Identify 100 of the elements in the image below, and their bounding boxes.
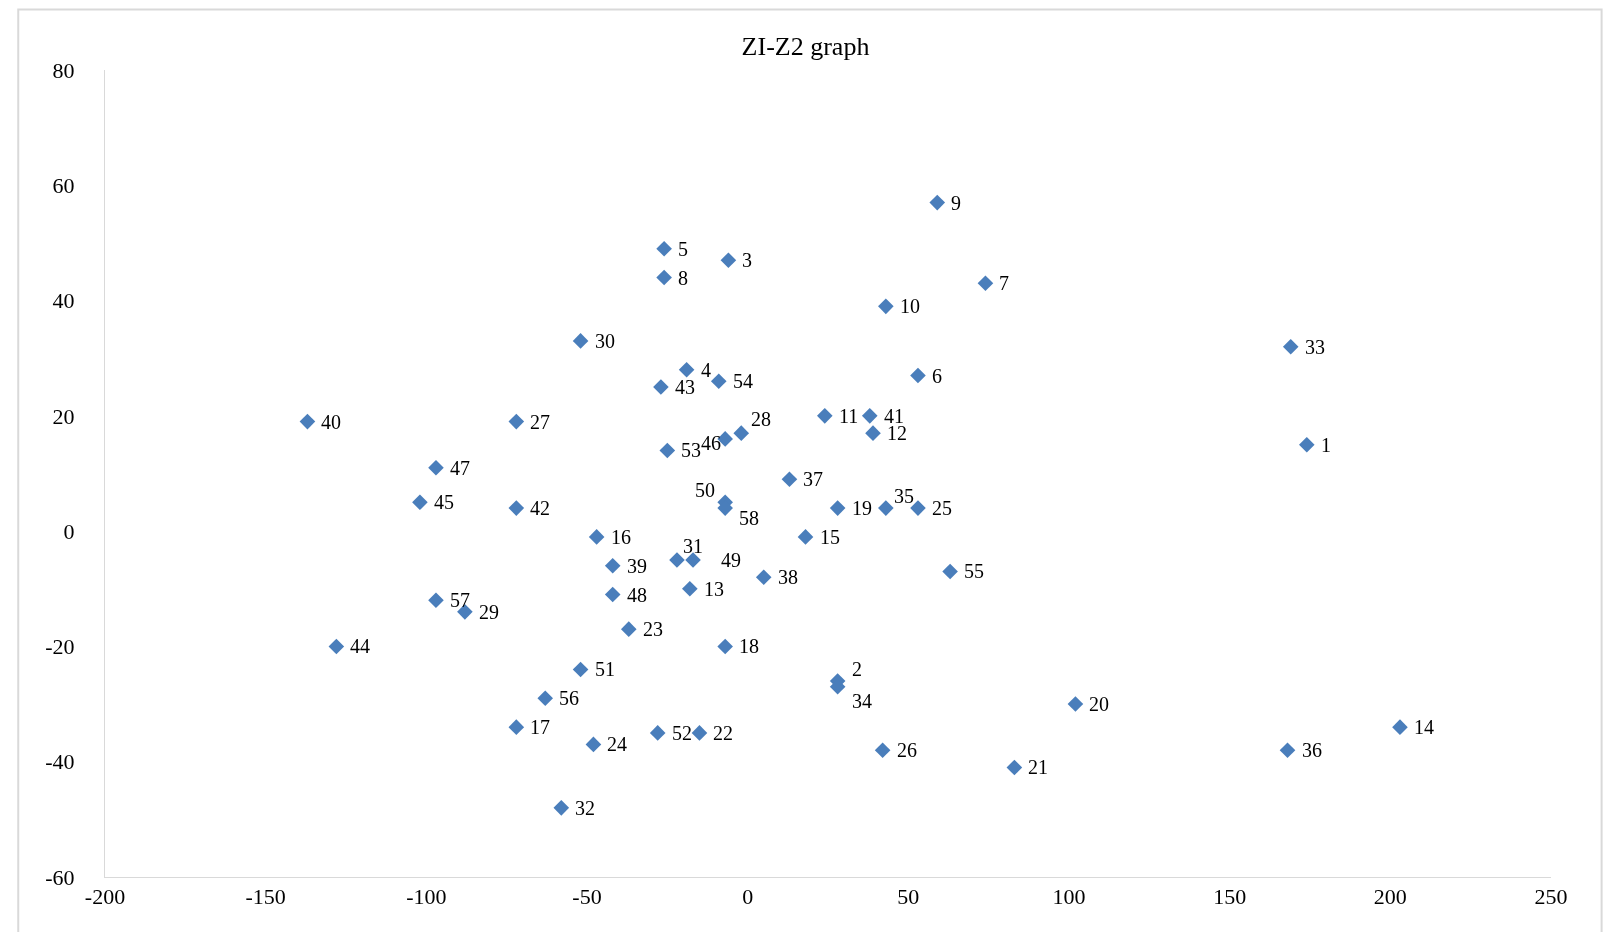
annotation: 10: [900, 295, 920, 317]
chart-title: ZI-Z2 graph: [741, 32, 870, 62]
point: [537, 690, 554, 707]
x-tick-label: -200: [84, 884, 126, 910]
point: [878, 298, 894, 315]
annotation: 33: [1305, 336, 1325, 358]
y-tick-label: 60: [52, 172, 75, 198]
x-tick-label: 50: [897, 884, 920, 910]
point: [604, 586, 621, 603]
y-tick-label: 40: [52, 288, 75, 314]
point: [1298, 436, 1315, 453]
point: [816, 408, 833, 424]
x-tick-label: 150: [1213, 884, 1247, 910]
point: [1279, 742, 1296, 758]
point: [755, 569, 772, 586]
annotation: 1: [1321, 434, 1331, 456]
annotation: 6: [932, 365, 942, 387]
annotation: 13: [704, 578, 724, 600]
point: [585, 736, 602, 753]
y-tick-label: 0: [63, 518, 75, 544]
annotation: 36: [1302, 739, 1322, 761]
y-tick-label: -40: [45, 749, 75, 775]
point: [717, 638, 733, 655]
annotation: 23: [643, 618, 663, 640]
annotation: 15: [820, 526, 840, 548]
x-tick-label: 200: [1373, 884, 1407, 910]
point: [691, 725, 708, 741]
point: [685, 552, 701, 568]
annotation: 47: [450, 457, 470, 479]
annotation: 45: [434, 491, 454, 513]
point: [508, 500, 525, 516]
point: [412, 494, 428, 511]
annotation: 56: [559, 687, 579, 709]
point: [428, 592, 444, 609]
point: [572, 661, 589, 678]
annotation: 21: [1028, 756, 1048, 778]
annotation: 42: [530, 497, 550, 519]
y-tick-label: -60: [45, 864, 75, 890]
annotation: 58: [739, 507, 759, 529]
y-tick-label: 20: [52, 403, 75, 429]
point: [1067, 696, 1084, 712]
annotation: 14: [1414, 716, 1434, 738]
annotation: 55: [964, 560, 984, 582]
annotation: 11: [839, 405, 859, 427]
annotation: 17: [530, 716, 550, 738]
point: [1006, 759, 1023, 776]
annotation: 29: [479, 601, 499, 623]
annotation: 4: [701, 359, 711, 381]
x-tick-label: 0: [742, 884, 754, 910]
annotation: 46: [701, 432, 721, 454]
point: [797, 529, 814, 545]
annotation: 57: [450, 589, 470, 611]
point: [977, 275, 994, 292]
point: [649, 725, 666, 741]
point: [659, 442, 676, 459]
y-tick-label: -20: [45, 634, 75, 660]
point: [669, 552, 685, 568]
point: [1282, 338, 1299, 355]
point: [328, 638, 345, 655]
point: [829, 500, 846, 516]
point: [1392, 719, 1408, 735]
annotation: 2: [852, 658, 862, 680]
annotation: 50: [695, 479, 715, 501]
x-tick-label: 250: [1534, 884, 1568, 910]
annotation: 28: [751, 408, 771, 430]
annotation: 22: [713, 722, 733, 744]
point: [620, 621, 637, 637]
annotation: 3: [742, 249, 752, 271]
annotation: 30: [595, 330, 615, 352]
annotation: 54: [733, 370, 753, 392]
point: [653, 379, 669, 395]
point: [781, 471, 798, 488]
annotation: 37: [803, 468, 823, 490]
point: [942, 563, 958, 580]
point: [910, 367, 926, 384]
annotation: 25: [932, 497, 952, 519]
annotation: 53: [681, 439, 701, 461]
point: [710, 373, 727, 390]
point: [656, 240, 672, 257]
annotation: 44: [350, 635, 370, 657]
annotation: 34: [852, 690, 872, 712]
annotation: 7: [999, 272, 1009, 294]
annotation: 24: [607, 733, 627, 755]
point: [299, 413, 316, 430]
point: [733, 425, 750, 441]
annotation: 8: [678, 267, 688, 289]
annotation: 16: [611, 526, 631, 548]
annotation: 18: [739, 635, 759, 657]
point: [878, 500, 894, 516]
point: [508, 719, 525, 735]
annotation: 38: [778, 566, 798, 588]
point: [428, 459, 444, 476]
annotation: 20: [1089, 693, 1109, 715]
annotation: 51: [595, 658, 615, 680]
annotation: 52: [672, 722, 692, 744]
annotation: 43: [675, 376, 695, 398]
annotation: 49: [721, 549, 741, 571]
point: [861, 408, 878, 424]
point: [604, 557, 621, 574]
point: [865, 425, 881, 441]
